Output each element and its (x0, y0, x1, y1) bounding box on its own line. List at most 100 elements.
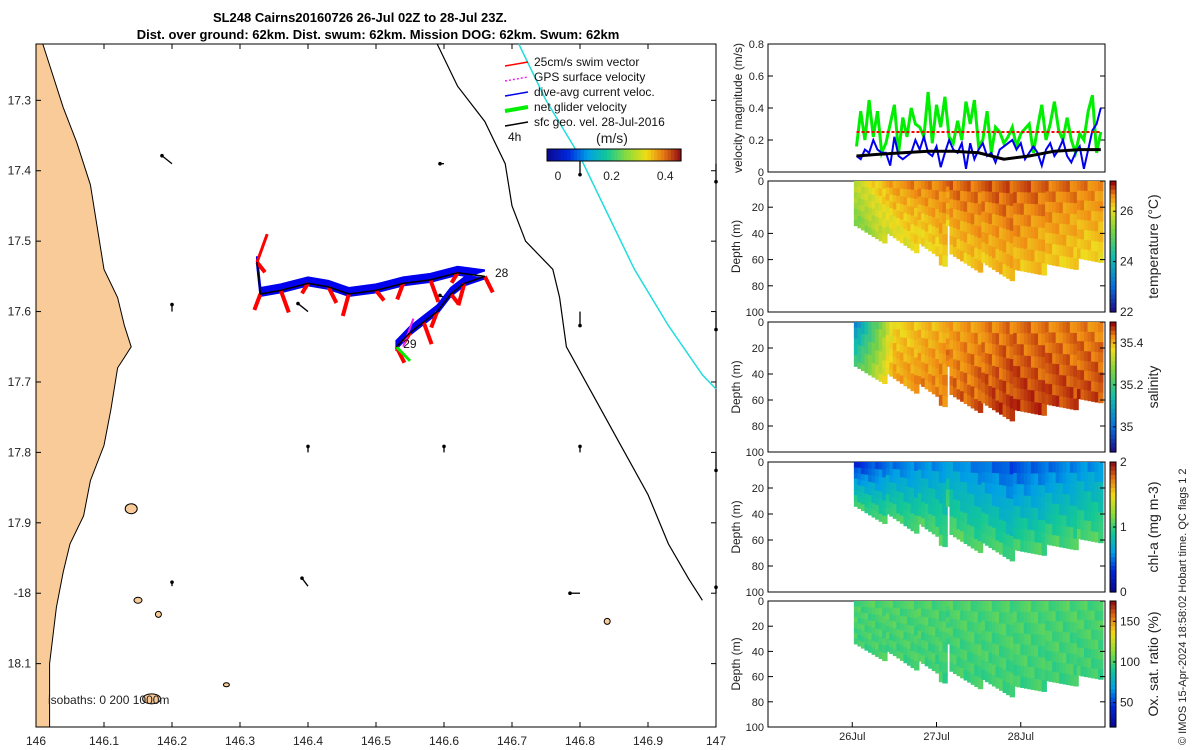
salinity-cell (1020, 388, 1026, 401)
chla-cell (956, 519, 962, 530)
temperature-cell (963, 232, 970, 244)
oxygen-cell (1020, 654, 1026, 667)
map-colorbar-segment (617, 149, 622, 161)
salinity-cell (974, 399, 980, 411)
oxygen-cell (967, 601, 973, 612)
salinity-cell (924, 322, 931, 331)
oxygen-cell (1080, 657, 1086, 668)
temperature-cell (889, 201, 895, 209)
oxygen-cell (903, 624, 909, 633)
salinity-cell (1094, 371, 1101, 383)
salinity-cell (1052, 374, 1058, 386)
chla-cell (1066, 515, 1072, 528)
chla-cell (1091, 531, 1097, 542)
chla-cell (1062, 472, 1069, 484)
oxygen-cell (1055, 672, 1062, 684)
oxygen-cell (882, 601, 888, 610)
chla-cell (1076, 500, 1083, 511)
salinity-cell (903, 345, 909, 355)
oxygen-cell (1002, 669, 1008, 682)
salinity-cell (1069, 343, 1076, 356)
temperature-cell (864, 181, 870, 188)
salinity-cell (1055, 343, 1062, 355)
salinity-cell (921, 362, 927, 371)
chla-cell (1006, 510, 1012, 523)
temperature-cell (977, 192, 984, 205)
chla-cell (1023, 484, 1030, 497)
chla-cell (875, 476, 881, 485)
temperature-cell (949, 226, 955, 237)
salinity-cell (960, 331, 966, 343)
chla-cell (903, 469, 909, 479)
oxygen-cell (949, 601, 955, 611)
oxygen-cell (963, 610, 970, 622)
temperature-cell (892, 195, 899, 203)
temperature-cell (875, 188, 881, 196)
chla-cell (1020, 473, 1026, 485)
temperature-colorbar-segment (1110, 202, 1116, 208)
chla-cell (1041, 462, 1047, 475)
chla-cell (1013, 462, 1019, 474)
oxygen-colorbar-segment (1110, 643, 1116, 648)
salinity-cell (953, 359, 959, 370)
temperature-cell (1048, 254, 1055, 266)
oxygen-cell (896, 643, 902, 652)
salinity-colorbar-segment (1110, 413, 1116, 418)
oxygen-cell (1002, 658, 1008, 671)
chla-cell (1016, 473, 1023, 485)
chla-cell (1091, 511, 1097, 523)
salinity-cell (896, 336, 902, 345)
map-colorbar-segment (640, 149, 645, 161)
temperature-cell (875, 209, 881, 218)
salinity-cell (1066, 354, 1072, 366)
chla-cell (938, 534, 945, 546)
chla-cell (1009, 462, 1016, 475)
chla-cell (896, 513, 902, 522)
salinity-cell (1091, 322, 1097, 333)
temperature-cell (1098, 211, 1104, 223)
temperature-cell (924, 231, 931, 241)
chla-cell (892, 497, 899, 505)
temperature-cell (960, 230, 966, 242)
salinity-cell (1027, 355, 1033, 368)
oxygen-cell (875, 607, 881, 616)
chla-cell (1076, 528, 1083, 540)
salinity-cell (988, 332, 994, 344)
chla-cell (878, 469, 885, 478)
salinity-cell (938, 374, 945, 385)
oxygen-cell (1062, 673, 1069, 685)
temperature-cell (914, 181, 920, 191)
temperature-cell (1034, 181, 1040, 194)
oxygen-cell (1094, 601, 1101, 612)
salinity-cell (924, 372, 931, 382)
oxygen-cell (1069, 653, 1076, 665)
temperature-cell (1048, 201, 1055, 213)
chla-cell (875, 504, 881, 513)
chla-cell (963, 462, 970, 473)
temperature-cell (942, 202, 948, 214)
map-colorbar-segment (627, 149, 632, 161)
chla-cell (857, 479, 863, 486)
salinity-colorbar-segment (1110, 374, 1116, 379)
chla-cell (1066, 462, 1072, 474)
temperature-cell (1087, 181, 1093, 192)
oxygen-cell (967, 641, 973, 653)
temperature-cell (864, 206, 870, 214)
chla-cell (1045, 523, 1051, 535)
chla-cell (906, 486, 913, 496)
map-x-tick-label: 146.7 (497, 734, 527, 748)
chla-cell (917, 508, 923, 517)
oxygen-cell (1030, 645, 1037, 657)
oxygen-cell (995, 644, 1001, 657)
temperature-cell (1037, 215, 1044, 229)
temperature-cell (871, 215, 877, 224)
temperature-cell (1066, 246, 1072, 258)
salinity-cell (1052, 384, 1058, 396)
temperature-cell (967, 254, 973, 266)
oxygen-cell (1027, 666, 1033, 679)
chla-cell (853, 489, 860, 496)
chla-cell (903, 517, 909, 527)
salinity-cell (1023, 333, 1030, 346)
salinity-cell (1023, 344, 1030, 357)
